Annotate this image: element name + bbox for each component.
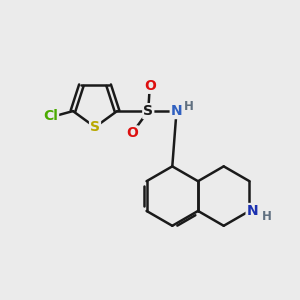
Text: S: S [90, 120, 100, 134]
Text: O: O [144, 79, 156, 93]
Text: H: H [184, 100, 194, 113]
Text: Cl: Cl [43, 109, 58, 123]
Text: N: N [247, 204, 258, 218]
Text: H: H [262, 210, 272, 224]
Text: O: O [126, 126, 138, 140]
Text: S: S [143, 104, 153, 118]
Text: N: N [171, 104, 182, 118]
